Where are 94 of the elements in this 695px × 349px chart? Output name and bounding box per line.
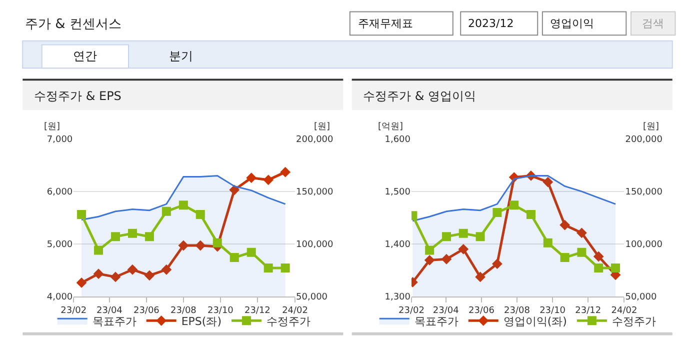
- point: [93, 268, 104, 280]
- x-tick-label: 23/08: [504, 306, 530, 316]
- x-tick-label: 23/02: [60, 306, 87, 316]
- point: [144, 270, 155, 281]
- y2-tick-label: 50,000: [625, 292, 658, 303]
- point: [475, 272, 486, 282]
- x-tick-label: 23/10: [540, 306, 566, 316]
- legend-label: 목표주가: [414, 314, 458, 328]
- text: 영업이익: [550, 17, 594, 30]
- point: [492, 258, 502, 270]
- point: [476, 232, 485, 242]
- point: [161, 264, 172, 275]
- point: [162, 206, 171, 216]
- point: [526, 210, 536, 220]
- point: [510, 200, 519, 210]
- point: [542, 176, 554, 188]
- y-tick-label: 6,000: [46, 188, 73, 198]
- x-tick-label: 23/04: [96, 306, 123, 316]
- point: [442, 232, 451, 242]
- text: 연간: [73, 49, 97, 63]
- point: [593, 251, 604, 262]
- x-tick-label: 23/12: [575, 306, 602, 316]
- point: [264, 264, 273, 273]
- y2-tick-label: 50,000: [296, 292, 328, 303]
- y-tick-label: 5,000: [46, 240, 73, 250]
- y2-axis-title: [원]: [643, 122, 660, 132]
- x-tick-label: 23/08: [170, 306, 197, 316]
- text: 2023/12: [468, 17, 514, 30]
- x-tick-label: 24/02: [282, 306, 308, 316]
- x-tick-label: 23/10: [207, 306, 234, 316]
- x-tick-label: 24/02: [611, 306, 638, 316]
- point: [76, 278, 87, 288]
- x-tick-label: 23/06: [468, 306, 495, 316]
- legend-label: 영업이익(좌): [503, 314, 567, 328]
- point: [594, 264, 604, 273]
- chart-title: 수정주가 & EPS: [34, 89, 122, 103]
- point: [127, 264, 138, 275]
- y-tick-label: 7,000: [46, 135, 73, 146]
- text: 주재무제표: [358, 17, 413, 30]
- x-tick-label: 23/02: [398, 306, 424, 316]
- y2-tick-label: 100,000: [625, 240, 663, 250]
- point: [178, 240, 189, 251]
- text: 검색: [642, 17, 664, 30]
- point: [246, 172, 257, 184]
- point: [458, 228, 468, 238]
- point: [424, 254, 435, 266]
- point: [94, 246, 104, 255]
- y2-tick-label: 200,000: [296, 135, 334, 146]
- legend-label: 수정주가: [612, 314, 656, 328]
- point: [280, 264, 290, 273]
- x-tick-label: 23/04: [432, 306, 460, 316]
- point: [280, 166, 291, 178]
- legend-label: 목표주가: [92, 314, 136, 328]
- point: [576, 228, 587, 238]
- text: 주가 & 컨센서스: [25, 17, 122, 32]
- point: [230, 253, 239, 262]
- point: [543, 238, 552, 248]
- point: [212, 238, 222, 248]
- point: [195, 240, 206, 251]
- y2-axis-title: [원]: [314, 122, 330, 132]
- y-axis-title: [원]: [44, 122, 60, 132]
- point: [144, 232, 154, 242]
- text: 분기: [169, 49, 193, 63]
- point: [178, 200, 188, 210]
- y2-tick-label: 150,000: [296, 188, 334, 198]
- point: [196, 210, 205, 220]
- point: [110, 272, 121, 282]
- y-tick-label: 1,300: [384, 292, 411, 303]
- legend-label: EPS(좌): [181, 314, 222, 328]
- y-tick-label: 1,600: [384, 135, 411, 146]
- point: [441, 254, 452, 264]
- x-tick-label: 23/12: [244, 306, 270, 316]
- y2-tick-label: 100,000: [296, 240, 334, 250]
- point: [128, 228, 137, 238]
- legend-label: 수정주가: [266, 314, 310, 328]
- point: [560, 220, 570, 230]
- point: [246, 248, 256, 257]
- point: [110, 232, 120, 242]
- x-tick-label: 23/06: [133, 306, 160, 316]
- point: [611, 264, 620, 273]
- point: [492, 208, 502, 217]
- chart-title: 수정주가 & 영업이익: [363, 89, 476, 103]
- point: [560, 253, 570, 262]
- point: [263, 174, 274, 186]
- y-tick-label: 1,500: [384, 188, 411, 198]
- point: [577, 248, 586, 257]
- y2-tick-label: 200,000: [625, 135, 663, 146]
- y-tick-label: 4,000: [46, 292, 73, 303]
- y-axis-title: [억원]: [378, 122, 404, 132]
- y2-tick-label: 150,000: [625, 188, 663, 198]
- point: [77, 210, 86, 220]
- point: [425, 246, 434, 255]
- point: [458, 244, 469, 254]
- y-tick-label: 1,400: [384, 240, 411, 250]
